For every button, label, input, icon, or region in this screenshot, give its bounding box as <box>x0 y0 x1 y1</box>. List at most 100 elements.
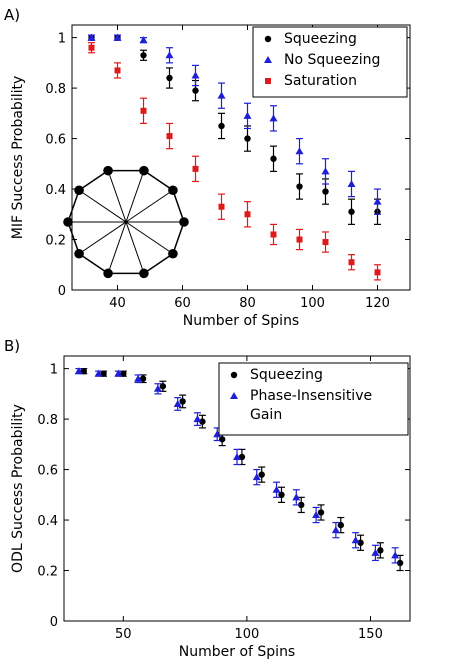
data-point <box>278 491 285 499</box>
chart-panel: A) 40 60 80 100 120 0 0.2 0.4 0.6 0.8 1 Number of Sp… <box>4 6 411 329</box>
y-tick-label: 0.6 <box>37 464 58 479</box>
graph-node <box>168 248 178 259</box>
data-point <box>244 135 251 142</box>
inset-graph <box>63 165 189 279</box>
plot-frame <box>71 24 411 291</box>
legend-label: Saturation <box>284 73 357 89</box>
x-tick-label: 150 <box>358 627 383 642</box>
data-point <box>218 122 225 130</box>
data-point <box>298 501 305 509</box>
legend-box <box>252 26 408 98</box>
data-point <box>139 36 148 44</box>
data-point <box>238 453 246 461</box>
data-point <box>396 559 404 567</box>
x-tick-label: 40 <box>109 296 126 311</box>
data-point <box>94 369 103 377</box>
x-tick-label: 80 <box>239 296 256 311</box>
data-point <box>193 415 202 423</box>
data-point <box>322 239 329 246</box>
graph-edge <box>172 221 185 254</box>
data-point <box>87 33 96 41</box>
x-tick-label: 120 <box>365 296 390 311</box>
data-point <box>373 197 382 205</box>
data-point <box>269 114 278 122</box>
x-tick-label: 100 <box>234 627 259 642</box>
data-point <box>272 485 281 493</box>
x-axis-label: Number of Spins <box>179 644 295 660</box>
data-point <box>264 56 272 63</box>
data-point <box>357 539 364 546</box>
data-point <box>230 392 238 399</box>
graph-node <box>74 248 84 259</box>
graph-edge <box>78 253 109 274</box>
data-point <box>192 165 199 172</box>
plot-frame <box>63 355 411 622</box>
graph-node <box>103 165 113 176</box>
data-point <box>348 208 355 215</box>
data-point <box>264 35 272 43</box>
series <box>88 42 381 281</box>
x-tick-label: 60 <box>174 296 191 311</box>
y-tick-label: 0.2 <box>45 234 66 249</box>
graph-edge <box>67 190 80 223</box>
data-point <box>258 471 265 478</box>
data-point <box>153 384 162 392</box>
data-point <box>292 493 301 501</box>
chart-panel: B) 50 100 150 0 0.2 0.4 0.6 0.8 1 Number of Spins O… <box>4 337 411 660</box>
legend: Squeezing No Squeezing Saturation <box>252 26 408 98</box>
data-point <box>351 536 360 544</box>
data-point <box>317 509 325 516</box>
data-point <box>199 418 206 425</box>
data-point <box>295 147 304 155</box>
data-point <box>166 74 173 82</box>
x-tick-label: 50 <box>115 627 132 642</box>
data-point <box>88 44 95 51</box>
y-axis-label: MIF Success Probability <box>10 76 26 240</box>
data-point <box>173 399 182 407</box>
y-tick-label: 0.4 <box>45 183 66 198</box>
series <box>80 367 404 572</box>
data-point <box>166 133 173 140</box>
legend-label: Phase-Insensitive <box>250 388 372 404</box>
data-point <box>377 547 384 554</box>
data-point <box>322 188 329 195</box>
y-tick-label: 1 <box>58 32 66 47</box>
data-point <box>312 511 321 518</box>
graph-node <box>74 185 84 196</box>
legend-label: Gain <box>250 407 282 423</box>
data-point <box>179 398 186 405</box>
legend-label: Squeezing <box>284 31 357 47</box>
graph-edge <box>143 253 174 274</box>
data-point <box>114 369 123 377</box>
graph-edge <box>172 190 185 223</box>
y-tick-label: 0.2 <box>37 565 58 580</box>
data-point <box>74 367 83 375</box>
y-tick-label: 0.8 <box>45 82 66 97</box>
legend-label: No Squeezing <box>284 52 380 68</box>
data-point <box>217 91 226 99</box>
data-point <box>347 180 356 187</box>
x-tick-label: 100 <box>300 296 325 311</box>
data-point <box>120 370 127 377</box>
data-point <box>265 78 271 84</box>
x-axis-label: Number of Spins <box>183 313 299 329</box>
data-point <box>159 383 167 390</box>
data-point <box>114 67 121 74</box>
data-point <box>218 203 225 210</box>
data-point <box>348 259 355 266</box>
panel-label: A) <box>4 6 20 24</box>
legend-box <box>218 362 409 436</box>
data-point <box>134 374 143 382</box>
data-point <box>296 236 303 243</box>
graph-node <box>63 217 73 227</box>
graph-node <box>179 217 189 227</box>
data-point <box>270 155 277 162</box>
y-tick-label: 0 <box>58 284 66 299</box>
data-point <box>296 183 303 190</box>
y-tick-label: 0.4 <box>37 514 58 529</box>
series <box>74 367 400 564</box>
series <box>87 33 382 215</box>
legend-label: Squeezing <box>250 367 323 383</box>
data-point <box>230 371 238 379</box>
